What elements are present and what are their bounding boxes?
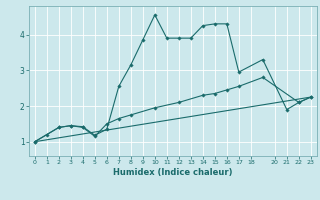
X-axis label: Humidex (Indice chaleur): Humidex (Indice chaleur) (113, 168, 233, 177)
